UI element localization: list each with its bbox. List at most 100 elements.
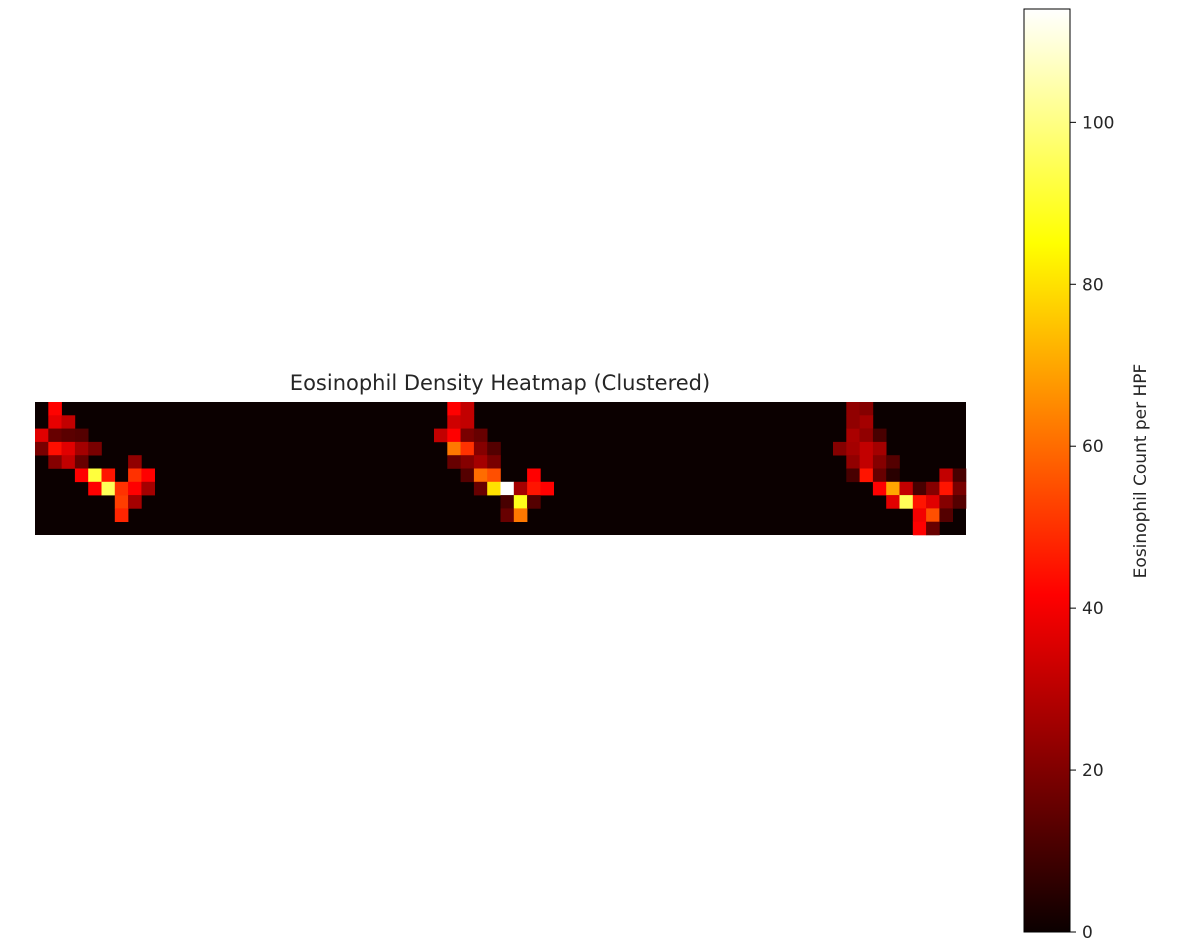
heatmap-cell [926,495,940,509]
colorbar-label: Eosinophil Count per HPF [1131,364,1151,579]
heatmap-cell [527,481,541,496]
heatmap-cell [88,481,102,496]
heatmap-cell [460,468,475,483]
heatmap-cell [473,428,488,443]
heatmap-cell [846,455,860,469]
heatmap-cell [513,481,528,496]
heatmap-cell [500,481,515,496]
heatmap-cell [447,428,461,443]
heatmap-cell [886,495,900,509]
heatmap-cell [952,468,967,483]
colorbar-tick-label: 40 [1082,599,1104,619]
heatmap-cell [460,455,475,469]
heatmap-cell [886,468,900,483]
heatmap-cell [128,481,142,496]
heatmap-cell [74,441,89,456]
heatmap-cell [513,508,528,522]
heatmap-cell [846,468,860,483]
colorbar: 0 20 40 60 80 100 Eosinophil Count per HPF [1023,8,1151,943]
colorbar-tick-label: 80 [1082,275,1104,295]
heatmap-cell [952,481,967,496]
heatmap-cell [447,441,461,456]
heatmap-cell [872,481,887,496]
heatmap-cell [952,495,967,509]
heatmap-cell [912,481,927,496]
heatmap-cell [473,441,488,456]
heatmap-cell [48,415,62,429]
heatmap-cell [128,468,142,483]
heatmap-cell [500,495,515,509]
heatmap-cell [872,441,887,456]
chart-title: Eosinophil Density Heatmap (Clustered) [290,371,710,395]
heatmap-cell [74,428,89,443]
heatmap-cell [114,495,129,509]
heatmap-cell [447,455,461,469]
heatmap-cell [487,441,501,456]
heatmap-cell [61,441,76,456]
heatmap-cell [460,402,475,416]
heatmap-cell [74,468,89,483]
heatmap-plot-area [35,402,967,536]
heatmap-cell [460,441,475,456]
heatmap-cell [886,481,900,496]
heatmap-cell [846,428,860,443]
heatmap-cell [859,415,874,429]
heatmap-cell [473,481,488,496]
heatmap-cell [899,481,914,496]
heatmap-cell [846,402,860,416]
heatmap-cell [912,508,927,522]
heatmap-cell [460,428,475,443]
heatmap-cell [899,495,914,509]
heatmap-cell [141,481,155,496]
heatmap-cell [101,468,116,483]
heatmap-cell [833,441,847,456]
heatmap-cell [61,415,76,429]
heatmap-cell [859,402,874,416]
heatmap-cell [859,428,874,443]
heatmap-cell [48,402,62,416]
colorbar-frame [1023,8,1071,933]
heatmap-cell [74,455,89,469]
heatmap-cells [35,402,967,536]
heatmap-cell [886,455,900,469]
heatmap-cell [926,508,940,522]
heatmap-cell [540,481,554,496]
heatmap-cell [35,428,49,443]
heatmap-cell [141,468,155,483]
heatmap-cell [487,455,501,469]
heatmap-cell [859,455,874,469]
heatmap-cell [939,468,953,483]
colorbar-gradient [1024,9,1070,932]
heatmap-cell [473,455,488,469]
heatmap-cell [114,508,129,522]
heatmap-cell [447,415,461,429]
heatmap-cell [61,428,76,443]
heatmap-cell [487,468,501,483]
colorbar-ticks: 0 20 40 60 80 100 [1070,113,1114,943]
heatmap-cell [939,508,953,522]
heatmap-cell [101,481,116,496]
heatmap-cell [487,481,501,496]
heatmap-cell [61,455,76,469]
colorbar-tick-label: 0 [1082,923,1093,943]
heatmap-cell [846,415,860,429]
heatmap-cell [447,402,461,416]
heatmap-cell [128,495,142,509]
heatmap-cell [926,481,940,496]
heatmap-cell [473,468,488,483]
heatmap-cell [35,441,49,456]
heatmap-cell [939,481,953,496]
heatmap-cell [88,441,102,456]
heatmap-cell [48,455,62,469]
heatmap-cell [872,455,887,469]
colorbar-tick-label: 100 [1082,113,1114,133]
heatmap-cell [859,468,874,483]
heatmap-cell [912,495,927,509]
heatmap-cell [114,481,129,496]
heatmap-cell [527,468,541,483]
colorbar-tick-label: 20 [1082,761,1104,781]
heatmap-cell [48,428,62,443]
heatmap-cell [872,468,887,483]
colorbar-tick-label: 60 [1082,437,1104,457]
